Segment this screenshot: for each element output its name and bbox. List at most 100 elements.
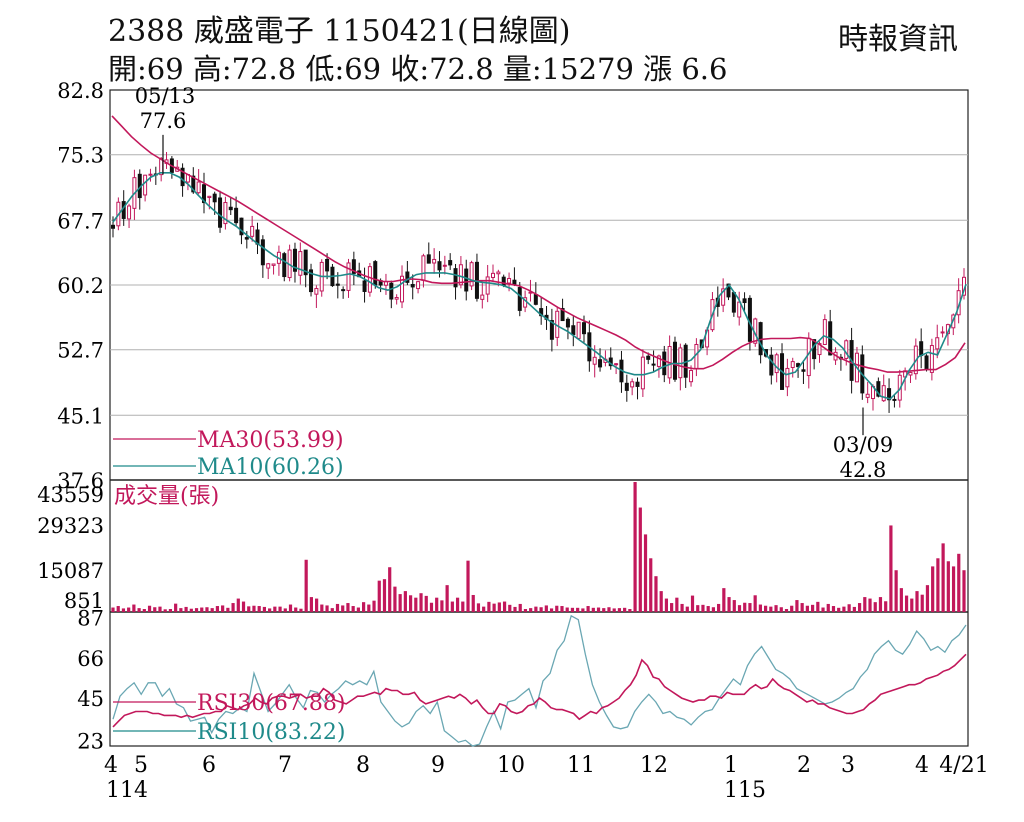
volume-bar: [388, 567, 392, 612]
volume-bar: [873, 602, 877, 612]
volume-bar: [158, 606, 162, 612]
volume-bar: [482, 606, 486, 612]
volume-bar: [910, 598, 914, 612]
volume-bar: [680, 603, 684, 612]
price-legend-label: MA10(60.26): [197, 455, 344, 480]
volume-bar: [596, 607, 601, 612]
x-month-label: 7: [278, 753, 292, 778]
volume-bar: [549, 608, 554, 612]
volume-bar: [377, 580, 381, 612]
candle-body: [426, 254, 431, 264]
volume-bar: [492, 603, 496, 612]
ma10-line: [112, 172, 967, 400]
volume-bar: [147, 605, 152, 612]
volume-bar: [325, 605, 329, 612]
volume-bar: [899, 588, 903, 612]
candle-body: [400, 275, 405, 303]
candle-body: [935, 337, 940, 350]
volume-bar: [440, 600, 444, 612]
volume-bar: [116, 606, 120, 612]
volume-bar: [894, 570, 898, 612]
volume-bar: [153, 607, 157, 612]
volume-bar: [884, 601, 888, 612]
volume-bar: [179, 608, 183, 612]
candle-body: [416, 281, 421, 290]
candle-body: [314, 288, 319, 295]
candle-body: [689, 370, 694, 383]
candle-body: [201, 184, 206, 204]
volume-bar: [450, 601, 454, 612]
volume-bar: [612, 608, 616, 612]
candle-body: [581, 322, 586, 335]
volume-tick-label: 15087: [37, 559, 104, 583]
candle-body: [266, 263, 271, 269]
candle-body: [929, 345, 934, 373]
source-label: 時報資訊: [838, 22, 958, 57]
candle-body: [662, 351, 667, 376]
x-month-label: 12: [640, 753, 668, 778]
candle-body: [507, 277, 512, 284]
volume-bar: [810, 604, 815, 612]
price-tick-label: 52.7: [57, 339, 104, 363]
candle-body: [598, 359, 603, 368]
candle-body: [651, 363, 656, 366]
rsi-tick-label: 23: [77, 729, 104, 753]
volume-bar: [137, 608, 141, 612]
ohlc-summary: 開:69 高:72.8 低:69 收:72.8 量:15279 漲 6.6: [108, 52, 728, 86]
candle-body: [769, 354, 774, 376]
candle-body: [571, 325, 576, 336]
candle-body: [592, 356, 597, 365]
volume-bar: [304, 559, 308, 612]
candle-body: [656, 355, 661, 367]
candle-body: [148, 173, 153, 176]
volume-bar: [205, 607, 209, 612]
candle-body: [517, 287, 522, 311]
candle-body: [940, 331, 945, 334]
volume-bar: [487, 601, 491, 612]
volume-bar: [586, 606, 590, 612]
x-month-label: 3: [841, 753, 855, 778]
volume-bar: [168, 609, 173, 612]
volume-bar: [764, 605, 768, 612]
volume-bar: [330, 608, 334, 612]
candle-body: [143, 174, 148, 196]
candle-body: [501, 276, 506, 286]
volume-bar: [623, 607, 627, 612]
volume-bar: [717, 603, 721, 612]
candle-body: [742, 298, 747, 304]
volume-bar: [638, 507, 642, 612]
volume-bar: [737, 605, 742, 612]
volume-bar: [732, 600, 736, 612]
volume-bar: [351, 606, 355, 612]
candle-body: [325, 258, 330, 272]
volume-bar: [779, 607, 783, 612]
volume-bar: [795, 600, 799, 612]
volume-bar: [774, 605, 778, 612]
candle-body: [303, 249, 308, 276]
candle-body: [919, 341, 924, 357]
volume-bar: [941, 543, 945, 612]
volume-bar: [215, 606, 220, 612]
volume-bar: [915, 591, 919, 612]
volume-bar: [675, 597, 679, 612]
candle-body: [250, 225, 255, 237]
rsi30-line: [112, 653, 967, 728]
volume-bar: [628, 609, 632, 612]
volume-bar: [362, 602, 366, 612]
rsi-legend-label: RSI10(83.22): [197, 720, 345, 745]
candle-body: [924, 355, 929, 371]
volume-bar: [398, 594, 402, 612]
volume-bar: [816, 601, 820, 612]
volume-bar: [194, 608, 199, 612]
candle-body: [351, 259, 356, 274]
x-month-label: 4: [915, 753, 929, 778]
volume-bar: [711, 607, 715, 612]
x-year-label: 114: [106, 778, 148, 803]
volume-bar: [706, 606, 710, 612]
volume-bar: [461, 601, 465, 612]
candle-body: [491, 272, 496, 278]
volume-bar: [419, 593, 423, 612]
candle-body: [624, 382, 629, 391]
candle-body: [212, 193, 217, 203]
